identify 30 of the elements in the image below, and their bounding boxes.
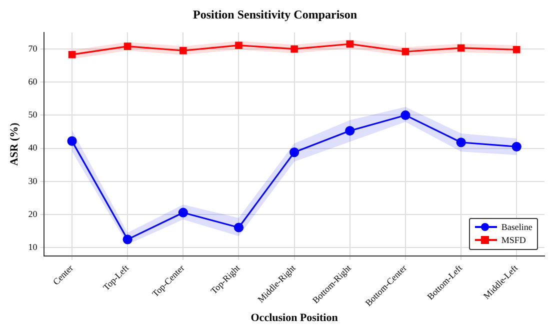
y-tick-label: 20: [28, 208, 38, 219]
y-tick-label: 30: [28, 176, 38, 186]
point: [457, 44, 465, 52]
y-tick-label: 10: [28, 242, 38, 252]
point: [400, 110, 410, 120]
point: [67, 136, 77, 146]
y-tick-label: 50: [28, 110, 38, 120]
point: [345, 126, 355, 136]
point: [124, 42, 132, 50]
y-tick-label: 70: [28, 43, 38, 54]
point: [290, 148, 300, 158]
y-axis-title: ASR (%): [8, 122, 20, 166]
chart-title: Position Sensitivity Comparison: [192, 7, 358, 22]
point: [234, 222, 244, 232]
point: [512, 46, 520, 54]
point: [68, 50, 76, 58]
point: [346, 40, 354, 48]
point: [512, 142, 522, 152]
point: [290, 45, 298, 53]
point: [456, 138, 466, 148]
point: [178, 208, 188, 218]
x-axis-title: Occlusion Position: [250, 312, 338, 324]
y-tick-label: 60: [28, 76, 38, 86]
point: [402, 48, 410, 56]
point: [180, 46, 187, 54]
legend-label: MSFD: [501, 235, 526, 246]
legend-label: Baseline: [501, 222, 532, 232]
point: [235, 42, 242, 49]
y-tick-label: 40: [28, 142, 38, 153]
point: [122, 234, 132, 244]
